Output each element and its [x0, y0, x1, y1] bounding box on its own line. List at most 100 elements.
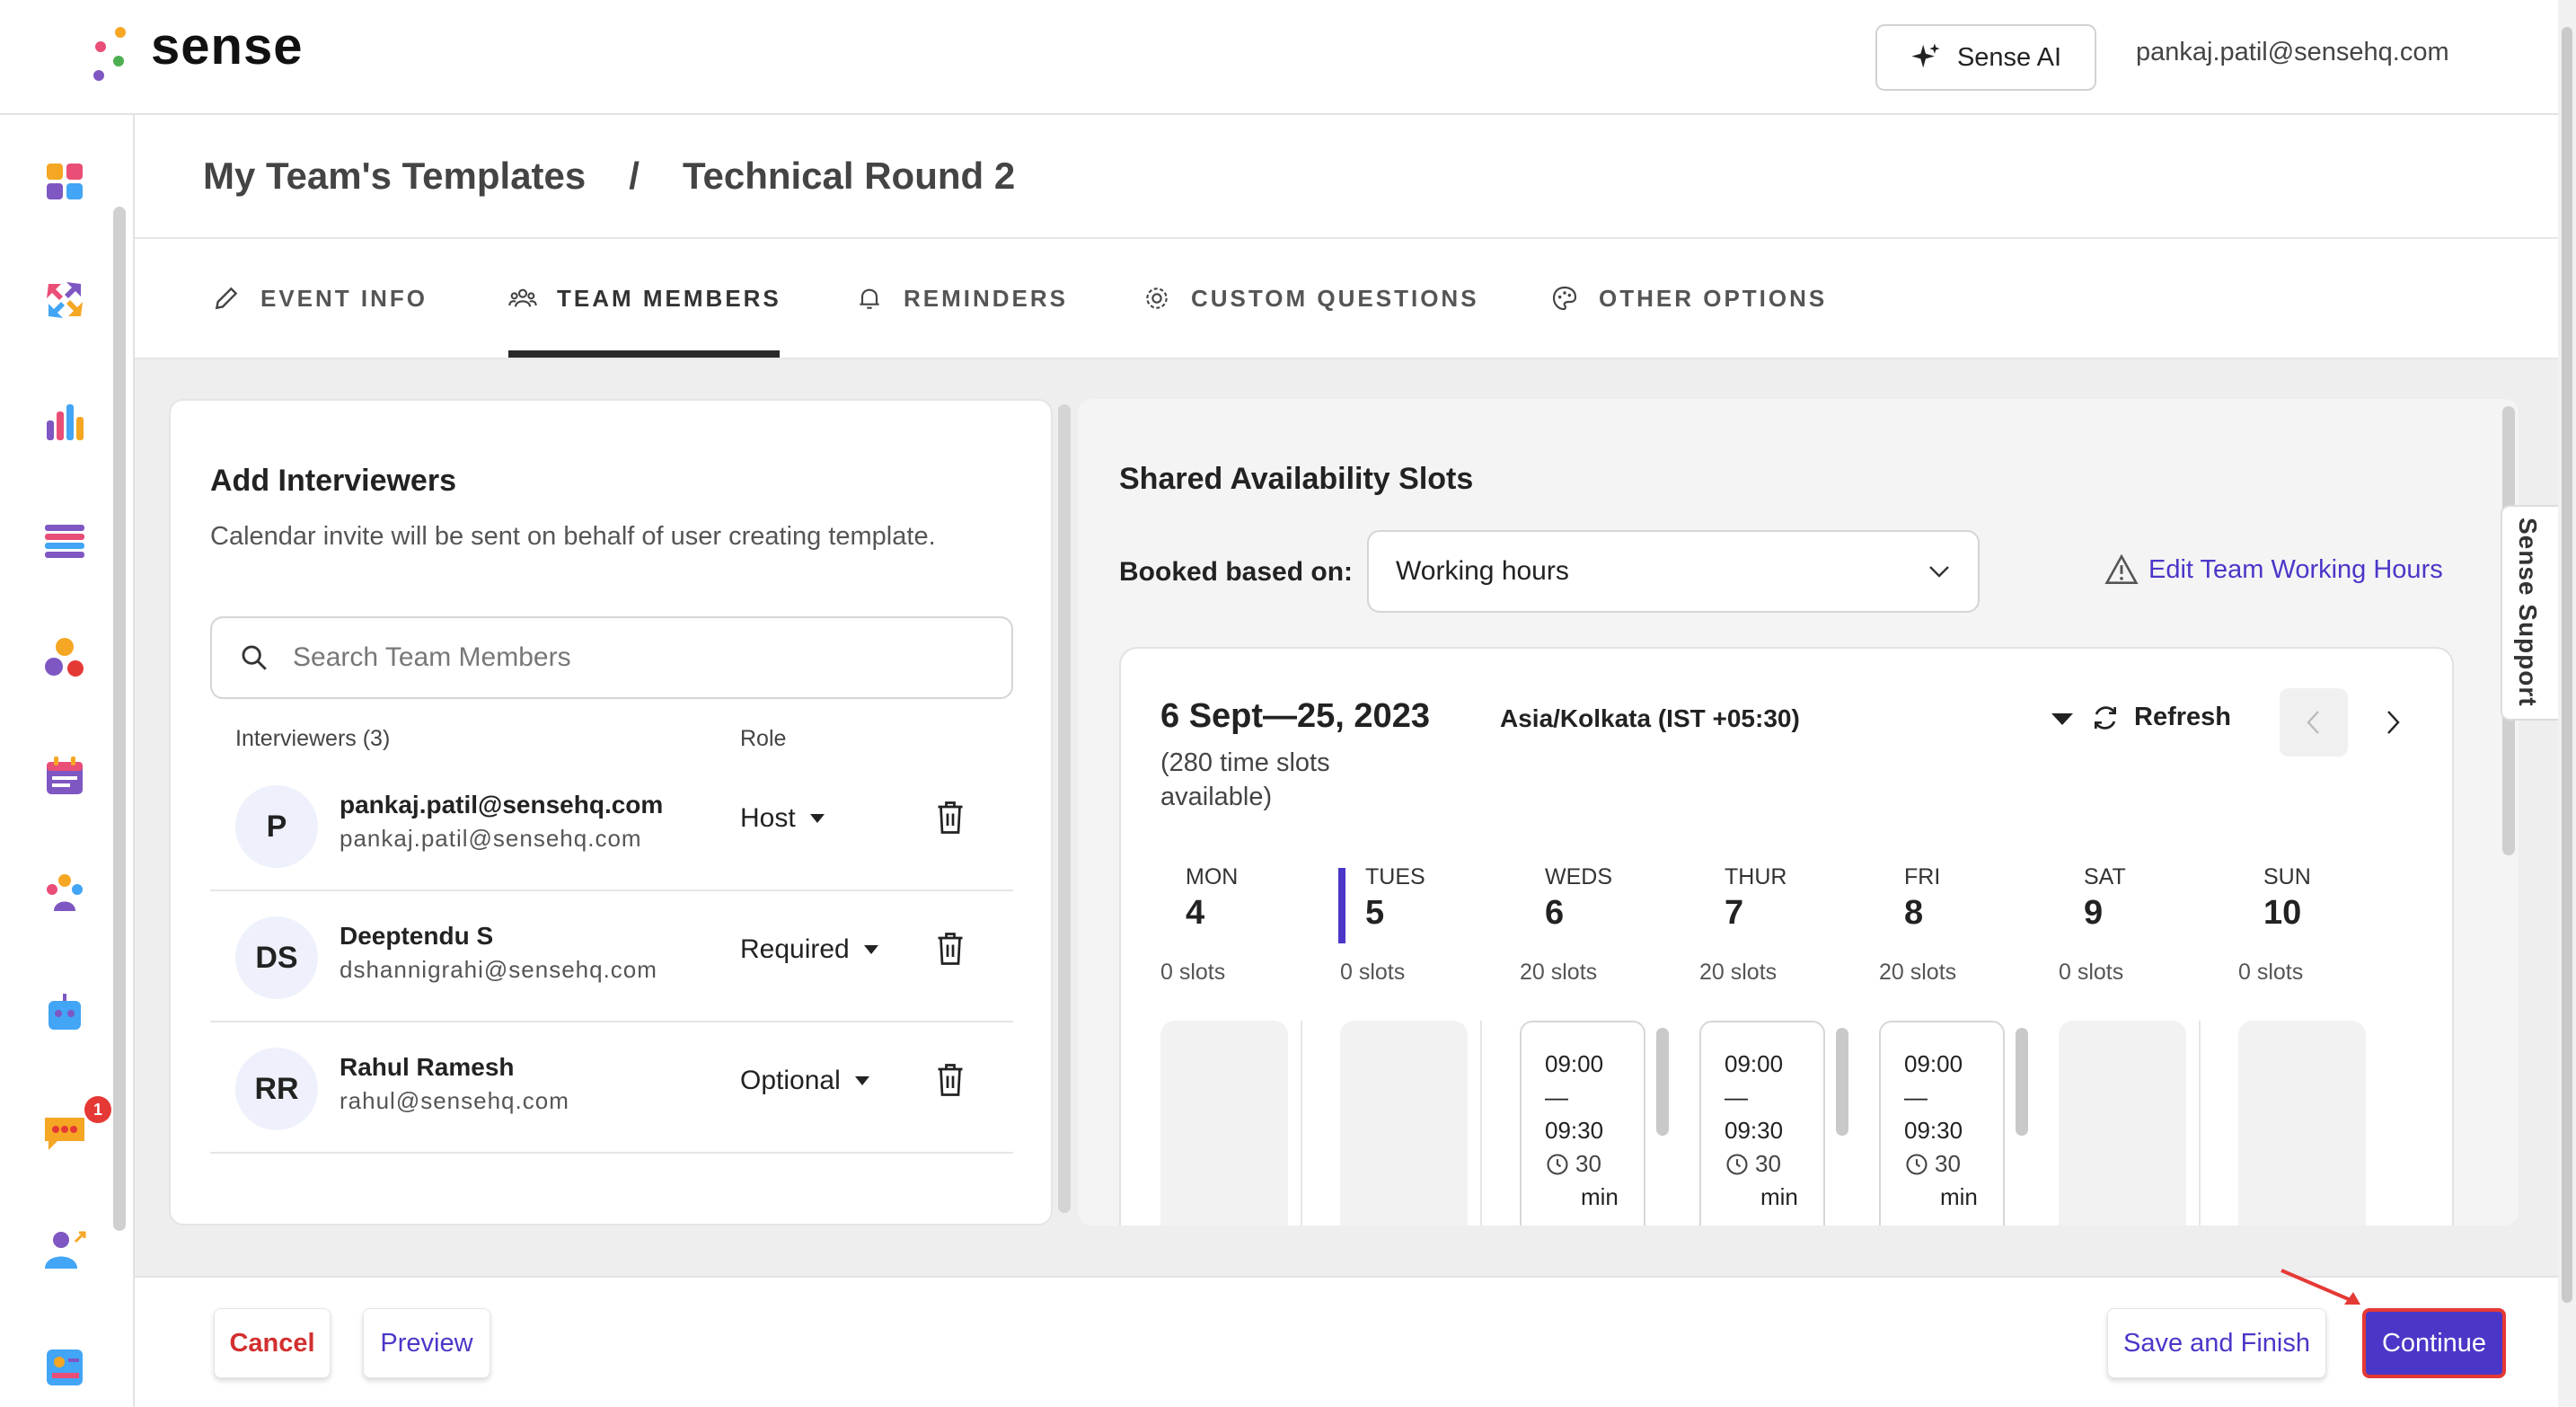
sidebar	[0, 115, 135, 1407]
people-icon[interactable]	[43, 872, 86, 915]
slot-start: 09:00	[1545, 1050, 1604, 1077]
tab-custom-questions[interactable]: CUSTOM QUESTIONS	[1142, 284, 1479, 313]
breadcrumb-current: Technical Round 2	[682, 155, 1016, 197]
analytics-icon[interactable]	[43, 401, 86, 444]
day-number: 5	[1365, 894, 1385, 932]
day-number: 7	[1725, 894, 1744, 932]
slot-duration: 30	[1725, 1147, 1823, 1181]
member-row: RR Rahul Ramesh rahul@sensehq.com Option…	[210, 1022, 1013, 1154]
breadcrumb-separator: /	[629, 155, 640, 197]
trash-icon[interactable]	[934, 800, 966, 836]
role-dropdown[interactable]: Optional	[740, 1066, 871, 1096]
column-separator	[1480, 1021, 1482, 1226]
time-slot-card[interactable]: 09:00 — 09:30 30 min	[1520, 1021, 1645, 1226]
tab-team-members[interactable]: TEAM MEMBERS	[508, 284, 781, 313]
day-number: 10	[2263, 894, 2302, 932]
role-dropdown[interactable]: Required	[740, 934, 880, 965]
warning-icon	[2104, 553, 2139, 585]
time-slot-card[interactable]: 09:00 — 09:30 30 min	[1879, 1021, 2005, 1226]
team-icon	[508, 288, 537, 307]
continue-button[interactable]: Continue	[2362, 1308, 2506, 1378]
caret-down-icon	[2051, 713, 2073, 725]
day-name: MON	[1186, 864, 1239, 889]
day-column[interactable]: SUN 10 0 slots	[2238, 864, 2434, 986]
time-slot-card[interactable]: 09:00 — 09:30 30 min	[1699, 1021, 1825, 1226]
availability-title: Shared Availability Slots	[1119, 462, 1474, 496]
timezone-value: Asia/Kolkata (IST +05:30)	[1500, 704, 1800, 732]
user-email[interactable]: pankaj.patil@sensehq.com	[2136, 38, 2449, 66]
empty-slot-column	[1160, 1021, 1288, 1226]
chat-icon[interactable]	[43, 1111, 86, 1154]
caret-down-icon	[863, 945, 878, 954]
today-indicator	[1338, 868, 1345, 943]
caret-down-icon	[854, 1076, 869, 1085]
bot-icon[interactable]	[43, 992, 86, 1035]
column-separator	[2199, 1021, 2201, 1226]
empty-slot-column	[1340, 1021, 1468, 1226]
member-email: dshannigrahi@sensehq.com	[340, 956, 657, 983]
edit-working-hours-link[interactable]: Edit Team Working Hours	[2104, 553, 2443, 586]
search-icon	[242, 645, 267, 670]
slot-duration-value: 30	[1935, 1150, 1961, 1177]
slots-available-count: (280 time slots available)	[1160, 748, 1330, 811]
member-row: DS Deeptendu S dshannigrahi@sensehq.com …	[210, 891, 1013, 1022]
save-and-finish-button[interactable]: Save and Finish	[2107, 1308, 2326, 1378]
sidebar-scrollbar[interactable]	[113, 207, 126, 1231]
timezone-select[interactable]: Asia/Kolkata (IST +05:30)	[1500, 704, 2075, 733]
interviewers-scrollbar[interactable]	[1058, 404, 1071, 1213]
tab-event-info[interactable]: EVENT INFO	[212, 284, 428, 313]
tabs-top-divider	[135, 237, 2558, 239]
preview-button[interactable]: Preview	[363, 1308, 490, 1378]
arrows-icon[interactable]	[43, 279, 86, 322]
calendar-icon[interactable]	[43, 755, 86, 798]
trash-icon[interactable]	[934, 931, 966, 967]
day-slots: 0 slots	[2238, 960, 2304, 985]
day-number: 9	[2084, 894, 2104, 932]
slot-scrollbar[interactable]	[1836, 1028, 1848, 1136]
trash-icon[interactable]	[934, 1062, 966, 1098]
slot-dash: —	[1904, 1084, 1928, 1111]
previous-week-button[interactable]	[2280, 688, 2348, 757]
active-tab-indicator	[508, 350, 780, 358]
page-scrollbar-thumb[interactable]	[2562, 27, 2572, 1303]
day-column[interactable]: FRI 8 20 slots	[1879, 864, 2075, 986]
tab-other-options[interactable]: OTHER OPTIONS	[1550, 284, 1827, 313]
slot-scrollbar[interactable]	[1656, 1028, 1669, 1136]
search-placeholder: Search Team Members	[293, 642, 571, 672]
refresh-button[interactable]: Refresh	[2091, 703, 2231, 732]
user-assign-icon[interactable]	[43, 1229, 86, 1272]
cancel-button[interactable]: Cancel	[214, 1308, 331, 1378]
date-range: 6 Sept—25, 2023	[1160, 697, 1430, 735]
empty-slot-column	[2238, 1021, 2366, 1226]
sense-support-tab[interactable]	[2501, 505, 2558, 721]
sense-ai-button[interactable]: Sense AI	[1875, 24, 2096, 91]
role-dropdown[interactable]: Host	[740, 803, 826, 834]
day-column[interactable]: SAT 9 0 slots	[2059, 864, 2254, 986]
day-column[interactable]: TUES 5 0 slots	[1340, 864, 1536, 986]
gear-icon	[1146, 288, 1168, 309]
badge-icon[interactable]	[43, 1346, 86, 1389]
slot-scrollbar[interactable]	[2016, 1028, 2028, 1136]
slot-duration-value: 30	[1575, 1150, 1601, 1177]
day-name: FRI	[1904, 864, 1941, 889]
search-team-members-input[interactable]: Search Team Members	[210, 616, 1013, 699]
tab-reminders[interactable]: REMINDERS	[855, 284, 1068, 313]
sparkle-icon	[1911, 43, 1940, 68]
day-column[interactable]: THUR 7 20 slots	[1699, 864, 1895, 986]
avatar: DS	[235, 916, 318, 999]
breadcrumb-parent[interactable]: My Team's Templates	[203, 155, 587, 197]
interviewers-column-header: Interviewers (3)	[235, 726, 391, 751]
breadcrumb: My Team's Templates / Technical Round 2	[203, 155, 1015, 198]
day-slots: 0 slots	[1160, 960, 1226, 985]
day-column[interactable]: MON 4 0 slots	[1160, 864, 1356, 986]
day-number: 8	[1904, 894, 1924, 932]
day-slots: 20 slots	[1699, 960, 1778, 985]
slot-duration: 30	[1545, 1147, 1644, 1181]
dashboard-icon[interactable]	[43, 160, 86, 203]
booked-based-select[interactable]: Working hours	[1367, 530, 1980, 613]
shapes-icon[interactable]	[43, 636, 86, 679]
day-column[interactable]: WEDS 6 20 slots	[1520, 864, 1716, 986]
next-week-button[interactable]	[2359, 688, 2427, 757]
day-name: WEDS	[1545, 864, 1612, 889]
list-icon[interactable]	[43, 519, 86, 562]
